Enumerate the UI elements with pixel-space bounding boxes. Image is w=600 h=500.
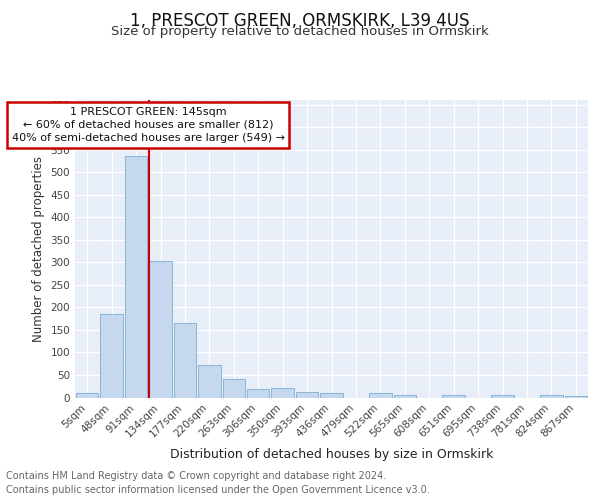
Bar	[320, 393, 343, 398]
Bar	[198, 364, 221, 398]
Bar	[76, 393, 98, 398]
Bar	[173, 323, 196, 398]
Text: Contains public sector information licensed under the Open Government Licence v3: Contains public sector information licen…	[6, 485, 430, 495]
Bar	[394, 395, 416, 398]
Bar	[540, 395, 563, 398]
Bar	[223, 380, 245, 398]
Text: Contains HM Land Registry data © Crown copyright and database right 2024.: Contains HM Land Registry data © Crown c…	[6, 471, 386, 481]
Bar	[125, 156, 148, 398]
Y-axis label: Number of detached properties: Number of detached properties	[32, 156, 45, 342]
Bar	[491, 395, 514, 398]
Bar	[149, 261, 172, 398]
Bar	[247, 390, 269, 398]
Bar	[271, 388, 294, 398]
Text: 1 PRESCOT GREEN: 145sqm
← 60% of detached houses are smaller (812)
40% of semi-d: 1 PRESCOT GREEN: 145sqm ← 60% of detache…	[12, 107, 285, 143]
Bar	[442, 395, 465, 398]
Text: Size of property relative to detached houses in Ormskirk: Size of property relative to detached ho…	[111, 25, 489, 38]
Text: 1, PRESCOT GREEN, ORMSKIRK, L39 4US: 1, PRESCOT GREEN, ORMSKIRK, L39 4US	[130, 12, 470, 30]
Bar	[100, 314, 123, 398]
Bar	[565, 396, 587, 398]
Bar	[296, 392, 319, 398]
X-axis label: Distribution of detached houses by size in Ormskirk: Distribution of detached houses by size …	[170, 448, 493, 460]
Bar	[369, 393, 392, 398]
